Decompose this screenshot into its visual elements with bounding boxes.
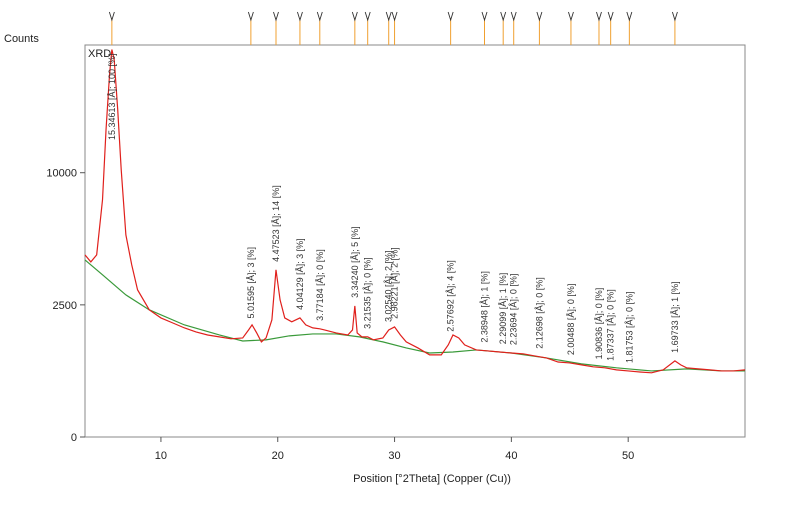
y-tick-label: 10000	[46, 168, 77, 180]
peak-marker-glyph	[500, 11, 507, 22]
peak-label: 4.47523 [Å]; 14 [%]	[271, 185, 281, 262]
peak-label: 1.90836 [Å]; 0 [%]	[594, 288, 604, 360]
peak-label: 2.38948 [Å]; 1 [%]	[480, 271, 490, 343]
peak-marker-glyph	[536, 11, 543, 22]
peak-label: 2.00488 [Å]; 0 [%]	[566, 284, 576, 356]
peak-label: 1.81753 [Å]; 0 [%]	[624, 291, 634, 363]
peak-label: 2.23694 [Å]; 0 [%]	[509, 274, 519, 346]
peak-label: 3.77184 [Å]; 0 [%]	[315, 249, 325, 321]
y-tick-label: 2500	[53, 300, 77, 312]
peak-marker-glyph	[510, 11, 517, 22]
peak-marker-glyph	[273, 11, 279, 22]
x-tick-label: 20	[272, 450, 284, 462]
peak-marker-glyph	[447, 11, 454, 22]
peak-label: 3.02540 [Å]; 2 [%]	[384, 250, 394, 322]
peak-label: 2.57692 [Å]; 4 [%]	[446, 260, 456, 332]
peak-label: 2.98221 [Å]; 2 [%]	[390, 247, 400, 319]
peak-label: 1.69733 [Å]; 1 [%]	[670, 281, 680, 353]
peak-label: 5.01595 [Å]; 3 [%]	[246, 247, 256, 319]
peak-label: 2.12698 [Å]; 0 [%]	[534, 277, 544, 349]
peak-label: 1.87337 [Å]; 0 [%]	[606, 289, 616, 361]
peak-marker-glyph	[596, 11, 602, 22]
x-axis-label: Position [°2Theta] (Copper (Cu))	[353, 473, 511, 485]
peak-marker-glyph	[247, 11, 254, 22]
chart-title: XRD	[88, 48, 111, 60]
peak-marker-glyph	[391, 11, 398, 22]
peak-marker-glyph	[385, 11, 392, 22]
peak-label: 3.21535 [Å]; 0 [%]	[363, 257, 373, 329]
peak-marker-glyph	[364, 11, 371, 22]
x-tick-label: 40	[505, 450, 517, 462]
peak-marker-glyph	[626, 11, 633, 22]
peak-label: 3.34240 [Å]; 5 [%]	[350, 226, 360, 298]
peak-label: 2.29099 [Å]; 1 [%]	[498, 273, 508, 345]
peak-marker-glyph	[481, 11, 488, 22]
plot-frame	[84, 44, 746, 438]
peak-marker-glyph	[108, 11, 115, 22]
peak-marker-glyph	[568, 11, 574, 22]
peak-marker-glyph	[297, 11, 303, 22]
y-axis-label: Counts	[4, 33, 39, 45]
peak-marker-glyph	[316, 11, 323, 22]
peak-marker-glyph	[351, 11, 358, 22]
peak-marker-glyph	[671, 11, 678, 22]
x-tick-label: 10	[155, 450, 167, 462]
peak-label: 15.34613 [Å]; 100 [%]	[107, 53, 117, 140]
x-tick-label: 30	[388, 450, 400, 462]
series-line	[84, 259, 745, 372]
series-line	[84, 49, 746, 374]
peak-label: 4.04129 [Å]; 3 [%]	[295, 238, 305, 310]
y-tick-label: 0	[71, 432, 77, 444]
x-tick-label: 50	[622, 450, 634, 462]
peak-marker-glyph	[607, 11, 614, 22]
